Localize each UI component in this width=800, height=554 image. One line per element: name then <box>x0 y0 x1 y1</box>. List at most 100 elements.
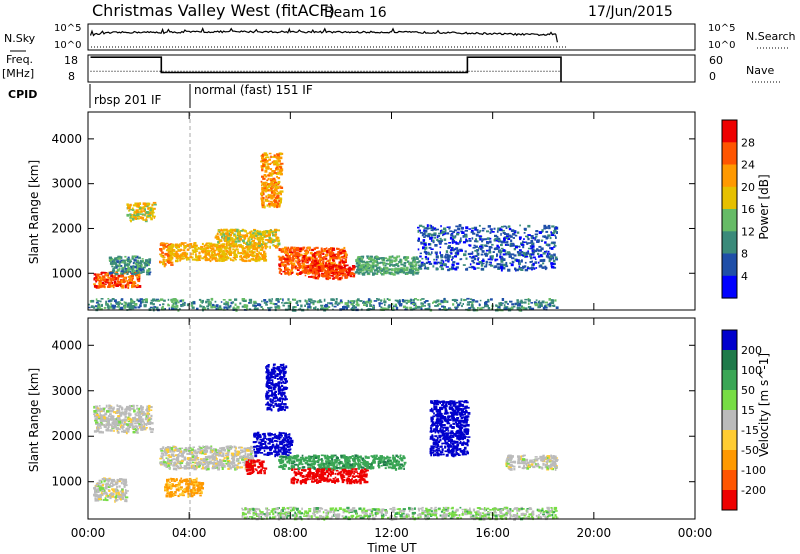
heatmap-cell <box>135 255 139 259</box>
heatmap-cell <box>551 232 555 235</box>
heatmap-cell <box>369 255 373 258</box>
heatmap-cell <box>121 412 125 415</box>
heatmap-cell <box>428 261 431 263</box>
heatmap-cell <box>233 238 237 241</box>
heatmap-cell <box>506 251 511 254</box>
heatmap-cell <box>524 261 527 264</box>
heatmap-cell <box>212 456 216 460</box>
heatmap-cell <box>439 237 442 240</box>
heatmap-cell <box>371 262 375 265</box>
heatmap-cell <box>397 269 399 272</box>
heatmap-cell <box>139 211 141 214</box>
heatmap-cell <box>217 453 222 457</box>
heatmap-cell <box>296 269 300 271</box>
heatmap-cell <box>124 284 127 288</box>
heatmap-cell <box>356 303 360 307</box>
heatmap-cell <box>319 252 322 255</box>
heatmap-cell <box>206 307 210 310</box>
heatmap-cell <box>275 196 280 198</box>
heatmap-cell <box>422 246 426 250</box>
heatmap-cell <box>243 304 247 307</box>
heatmap-cell <box>128 414 131 417</box>
heatmap-cell <box>126 430 130 433</box>
heatmap-cell <box>313 247 316 251</box>
heatmap-cell <box>129 303 132 306</box>
heatmap-cell <box>120 420 124 422</box>
heatmap-cell <box>169 463 173 466</box>
heatmap-cell <box>148 407 151 411</box>
heatmap-cell <box>96 425 99 429</box>
heatmap-cell <box>204 257 208 260</box>
heatmap-cell <box>188 467 190 470</box>
heatmap-cell <box>388 255 392 259</box>
heatmap-cell <box>498 246 500 249</box>
heatmap-cell <box>344 253 348 256</box>
heatmap-cell <box>258 246 261 249</box>
heatmap-cell <box>180 242 184 246</box>
heatmap-cell <box>111 298 115 301</box>
heatmap-cell <box>108 285 111 288</box>
heatmap-cell <box>409 270 413 273</box>
heatmap-cell <box>227 243 231 247</box>
heatmap-cell <box>262 241 265 244</box>
heatmap-cell <box>206 250 209 253</box>
heatmap-cell <box>227 240 230 244</box>
heatmap-cell <box>404 299 408 302</box>
heatmap-cell <box>198 445 201 448</box>
heatmap-cell <box>115 427 119 431</box>
heatmap-cell <box>532 256 536 259</box>
heatmap-cell <box>353 274 356 277</box>
heatmap-cell <box>193 242 196 245</box>
heatmap-cell <box>473 255 477 258</box>
heatmap-cell <box>405 273 409 275</box>
heatmap-cell <box>100 408 104 411</box>
heatmap-cell <box>279 166 283 169</box>
heatmap-cell <box>497 237 500 240</box>
heatmap-cell <box>278 160 281 163</box>
heatmap-cell <box>520 242 524 245</box>
heatmap-cell <box>436 238 439 241</box>
heatmap-cell <box>136 215 141 218</box>
heatmap-cell <box>248 302 251 304</box>
heatmap-cell <box>132 204 136 207</box>
heatmap-cell <box>544 226 548 229</box>
heatmap-cell <box>504 244 508 246</box>
heatmap-cell <box>229 238 232 242</box>
heatmap-cell <box>240 451 243 454</box>
heatmap-cell <box>316 266 318 270</box>
heatmap-cell <box>273 199 276 202</box>
heatmap-cell <box>234 464 237 467</box>
heatmap-cell <box>543 305 546 308</box>
heatmap-cell <box>234 236 237 239</box>
heatmap-cell <box>554 234 556 237</box>
heatmap-cell <box>338 277 342 280</box>
heatmap-cell <box>485 249 489 252</box>
heatmap-cell <box>250 237 253 240</box>
heatmap-cell <box>110 406 113 410</box>
heatmap-cell <box>293 247 296 250</box>
heatmap-cell <box>149 214 152 218</box>
heatmap-cell <box>133 212 136 215</box>
heatmap-cell <box>184 253 187 256</box>
heatmap-cell <box>185 252 189 255</box>
heatmap-cell <box>273 181 278 184</box>
heatmap-cell <box>545 230 549 233</box>
heatmap-cell <box>140 426 144 428</box>
heatmap-cell <box>98 408 102 412</box>
heatmap-cell <box>166 458 170 461</box>
heatmap-cell <box>186 461 190 465</box>
heatmap-cell <box>413 261 416 264</box>
heatmap-cell <box>208 254 211 257</box>
heatmap-cell <box>316 308 319 311</box>
heatmap-cell <box>388 298 391 301</box>
heatmap-cell <box>140 217 145 220</box>
heatmap-cell <box>280 190 284 193</box>
heatmap-cell <box>539 304 543 307</box>
heatmap-cell <box>262 307 264 310</box>
heatmap-cell <box>374 272 377 275</box>
heatmap-cell <box>138 416 141 419</box>
heatmap-cell <box>517 253 522 257</box>
heatmap-cell <box>542 235 545 238</box>
heatmap-cell <box>329 302 333 305</box>
